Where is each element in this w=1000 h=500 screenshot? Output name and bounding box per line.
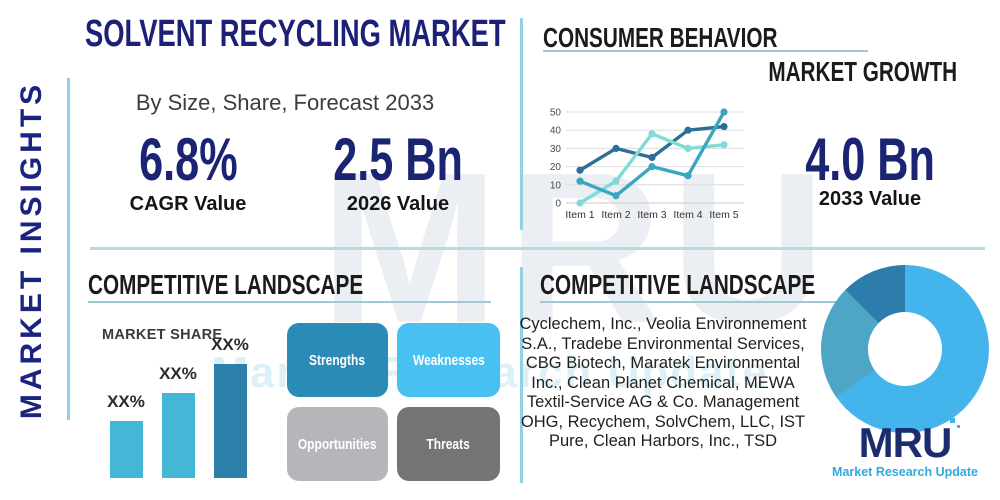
y-axis-tick-label: 40 [550, 126, 562, 137]
data-point [684, 126, 692, 134]
data-point [576, 166, 584, 174]
market-share-bar [162, 393, 195, 478]
x-axis-tick-label: Item 1 [565, 209, 594, 221]
swot-box-label: Weaknesses [412, 351, 485, 369]
cagr-label: CAGR Value [129, 193, 247, 215]
logo-splash-dot-icon [945, 413, 950, 417]
page-title: SOLVENT RECYCLING MARKET [85, 12, 669, 58]
consumer-behavior-heading-text: CONSUMER BEHAVIOR [543, 22, 778, 53]
swot-box-weaknesses: Weaknesses [397, 323, 500, 397]
competitive-landscape-left-underline [88, 301, 491, 303]
data-point [612, 177, 620, 185]
x-axis-tick-label: Item 4 [673, 209, 702, 221]
swot-box-label: Threats [426, 435, 471, 453]
bar-value-label: XX% [159, 364, 197, 383]
center-vertical-divider-bottom [520, 267, 523, 483]
swot-box-strengths: Strengths [287, 323, 388, 397]
data-point [648, 163, 656, 171]
swot-box-label: Strengths [309, 351, 366, 369]
base-year-value: 2.5 Bn [308, 130, 488, 190]
data-point [720, 108, 728, 116]
forecast-label: 2033 Value [818, 188, 922, 210]
cagr-value: 6.8% [98, 130, 278, 190]
data-point [720, 141, 728, 149]
forecast-value: 4.0 Bn [780, 130, 960, 190]
vertical-market-insights-label: MARKET INSIGHTS [15, 80, 48, 420]
y-axis-tick-label: 50 [550, 108, 562, 119]
data-point [684, 172, 692, 180]
data-point [612, 144, 620, 152]
x-axis-tick-label: Item 2 [601, 209, 630, 221]
competitive-landscape-left-heading: COMPETITIVE LANDSCAPE [88, 269, 460, 301]
logo-splash-dot-icon [939, 418, 943, 421]
logo-splash-dot-icon [957, 425, 961, 428]
forecast-value-text: 4.0 Bn [805, 126, 935, 193]
consumer-behavior-line-chart: 0 10 20 30 40 50 Item 1 Item 2 Item 3 Item 4 Item … [550, 108, 744, 221]
horizontal-divider [90, 247, 985, 250]
data-point [612, 192, 620, 200]
left-vertical-divider [67, 78, 70, 420]
competitive-landscape-right-heading: COMPETITIVE LANDSCAPE [540, 269, 912, 301]
logo-splash-dot-icon [950, 418, 956, 423]
data-point [648, 153, 656, 162]
mru-logo-text: MRU [858, 409, 961, 466]
cagr-value-text: 6.8% [138, 126, 238, 193]
data-point [576, 177, 584, 185]
market-growth-heading-text: MARKET GROWTH [768, 56, 957, 87]
swot-grid: Strengths Weaknesses Opportunities Threats [287, 323, 500, 481]
consumer-behavior-heading: CONSUMER BEHAVIOR [543, 22, 860, 54]
swot-box-threats: Threats [397, 407, 500, 481]
data-point [720, 122, 728, 131]
x-axis-tick-label: Item 5 [709, 209, 738, 221]
data-point [684, 144, 692, 152]
bar-value-label: XX% [107, 392, 145, 411]
data-point [576, 199, 584, 207]
mru-logo-tagline: Market Research Update [832, 465, 978, 479]
market-growth-heading: MARKET GROWTH [657, 56, 957, 88]
consumer-behavior-underline [543, 50, 868, 52]
data-point [648, 130, 656, 138]
bar-value-label: XX% [211, 335, 249, 354]
x-axis-tick-label: Item 3 [637, 209, 666, 221]
line-series [578, 110, 726, 198]
market-share-bar-chart: XX% XX% XX% [95, 330, 270, 478]
market-share-bar [110, 421, 143, 478]
market-share-donut-chart [821, 265, 989, 433]
mru-logo-letters: MRU [858, 419, 953, 466]
y-axis-tick-label: 20 [550, 162, 562, 173]
y-axis-tick-label: 0 [555, 199, 561, 210]
competitive-landscape-left-heading-text: COMPETITIVE LANDSCAPE [88, 269, 364, 300]
center-vertical-divider-top [520, 18, 523, 230]
market-share-bar [214, 364, 247, 478]
competitive-landscape-right-underline [540, 301, 930, 303]
company-list: Cyclechem, Inc., Veolia Environnement S.… [519, 315, 807, 450]
logo-splash-dot-icon [951, 409, 954, 411]
competitive-landscape-right-heading-text: COMPETITIVE LANDSCAPE [540, 269, 816, 300]
y-axis-tick-label: 30 [550, 144, 562, 155]
donut-hole [868, 312, 942, 386]
page-subtitle: By Size, Share, Forecast 2033 [135, 90, 435, 115]
swot-box-label: Opportunities [298, 435, 377, 453]
mru-logo: MRU Market Research Update [830, 409, 980, 479]
base-year-label: 2026 Value [346, 193, 450, 215]
market-share-label: MARKET SHARE [102, 327, 223, 343]
page-title-text: SOLVENT RECYCLING MARKET [85, 13, 506, 55]
swot-box-opportunities: Opportunities [287, 407, 388, 481]
y-axis-tick-label: 10 [550, 180, 562, 191]
base-year-value-text: 2.5 Bn [333, 126, 463, 193]
